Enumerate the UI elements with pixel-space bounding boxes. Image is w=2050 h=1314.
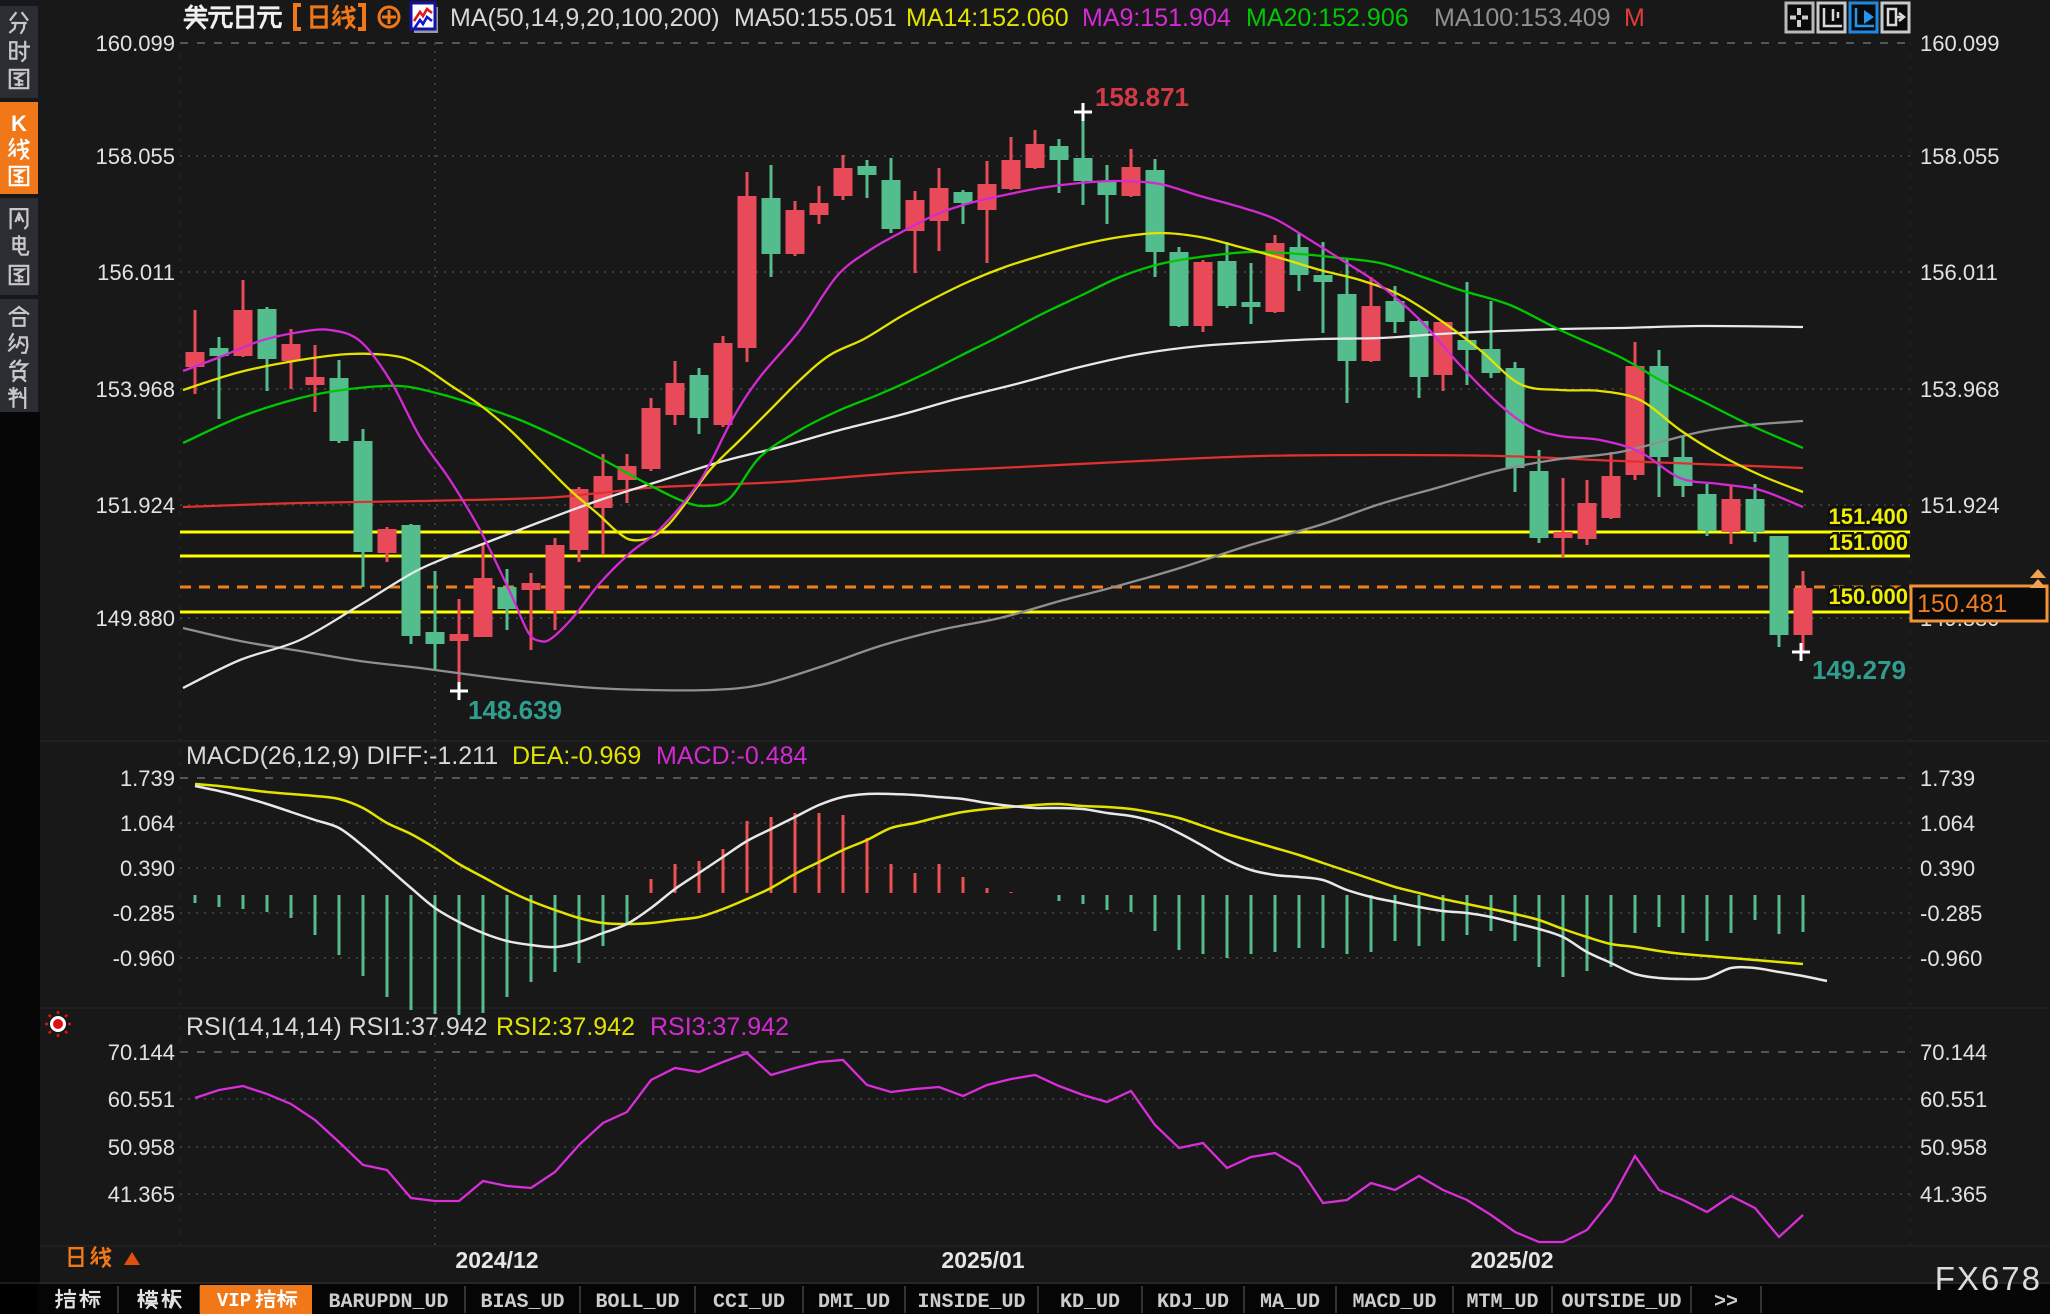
svg-text:-0.960: -0.960 (113, 946, 175, 971)
svg-text:MACD:-0.484: MACD:-0.484 (656, 742, 808, 770)
svg-text:VIP: VIP (217, 1290, 251, 1312)
svg-text:KD_UD: KD_UD (1060, 1291, 1120, 1314)
svg-text:MACD(26,12,9) DIFF:-1.211: MACD(26,12,9) DIFF:-1.211 (186, 742, 498, 770)
svg-text:MA14:152.060: MA14:152.060 (906, 4, 1069, 32)
svg-text:160.099: 160.099 (1920, 31, 2000, 56)
svg-text:BIAS_UD: BIAS_UD (480, 1291, 564, 1314)
svg-text:151.000: 151.000 (1828, 530, 1908, 555)
svg-text:MA(50,14,9,20,100,200): MA(50,14,9,20,100,200) (450, 4, 720, 32)
svg-text:CCI_UD: CCI_UD (713, 1291, 785, 1314)
svg-text:2024/12: 2024/12 (455, 1247, 538, 1273)
svg-text:60.551: 60.551 (108, 1087, 175, 1112)
svg-text:50.958: 50.958 (108, 1135, 175, 1160)
svg-text:MA_UD: MA_UD (1260, 1291, 1320, 1314)
svg-text:BOLL_UD: BOLL_UD (595, 1291, 679, 1314)
svg-text:-0.285: -0.285 (113, 901, 175, 926)
svg-text:MA9:151.904: MA9:151.904 (1082, 4, 1231, 32)
svg-text:KDJ_UD: KDJ_UD (1157, 1291, 1229, 1314)
svg-text:153.968: 153.968 (1920, 377, 2000, 402)
svg-text:149.279: 149.279 (1812, 655, 1906, 685)
svg-text:151.400: 151.400 (1828, 504, 1908, 529)
svg-text:70.144: 70.144 (1920, 1040, 1987, 1065)
svg-text:0.390: 0.390 (1920, 856, 1975, 881)
svg-text:70.144: 70.144 (108, 1040, 175, 1065)
svg-text:K: K (11, 111, 27, 136)
svg-text:MA20:152.906: MA20:152.906 (1246, 4, 1409, 32)
svg-text:1.064: 1.064 (1920, 811, 1975, 836)
svg-text:INSIDE_UD: INSIDE_UD (917, 1291, 1025, 1314)
svg-text:-0.285: -0.285 (1920, 901, 1982, 926)
svg-text:>>: >> (1714, 1291, 1738, 1314)
svg-text:150.000: 150.000 (1828, 584, 1908, 609)
svg-text:RSI3:37.942: RSI3:37.942 (650, 1013, 789, 1041)
svg-text:2025/01: 2025/01 (941, 1247, 1024, 1273)
svg-text:MA50:155.051: MA50:155.051 (734, 4, 897, 32)
svg-text:158.055: 158.055 (1920, 144, 2000, 169)
svg-text:41.365: 41.365 (108, 1182, 175, 1207)
svg-text:RSI(14,14,14) RSI1:37.942: RSI(14,14,14) RSI1:37.942 (186, 1013, 488, 1041)
svg-text:FX678: FX678 (1935, 1260, 2042, 1297)
svg-text:MA100:153.409: MA100:153.409 (1434, 4, 1611, 32)
svg-text:1.739: 1.739 (1920, 766, 1975, 791)
svg-text:156.011: 156.011 (1920, 260, 1998, 285)
svg-text:DMI_UD: DMI_UD (818, 1291, 890, 1314)
svg-text:149.880: 149.880 (95, 606, 175, 631)
svg-text:MTM_UD: MTM_UD (1466, 1291, 1538, 1314)
svg-text:2025/02: 2025/02 (1470, 1247, 1553, 1273)
svg-text:151.924: 151.924 (95, 493, 175, 518)
svg-text:158.871: 158.871 (1095, 82, 1189, 112)
svg-text:158.055: 158.055 (95, 144, 175, 169)
svg-text:M: M (1624, 4, 1645, 32)
svg-text:OUTSIDE_UD: OUTSIDE_UD (1561, 1291, 1681, 1314)
svg-text:BARUPDN_UD: BARUPDN_UD (328, 1291, 448, 1314)
svg-text:151.924: 151.924 (1920, 493, 2000, 518)
svg-text:148.639: 148.639 (468, 695, 562, 725)
svg-text:1.064: 1.064 (120, 811, 175, 836)
svg-text:50.958: 50.958 (1920, 1135, 1987, 1160)
svg-text:60.551: 60.551 (1920, 1087, 1987, 1112)
svg-text:153.968: 153.968 (95, 377, 175, 402)
svg-text:0.390: 0.390 (120, 856, 175, 881)
svg-text:RSI2:37.942: RSI2:37.942 (496, 1013, 635, 1041)
svg-text:DEA:-0.969: DEA:-0.969 (512, 742, 641, 770)
svg-text:150.481: 150.481 (1917, 590, 2007, 618)
svg-text:MACD_UD: MACD_UD (1352, 1291, 1436, 1314)
svg-text:-0.960: -0.960 (1920, 946, 1982, 971)
svg-text:41.365: 41.365 (1920, 1182, 1987, 1207)
svg-text:1.739: 1.739 (120, 766, 175, 791)
svg-text:160.099: 160.099 (95, 31, 175, 56)
svg-text:156.011: 156.011 (97, 260, 175, 285)
